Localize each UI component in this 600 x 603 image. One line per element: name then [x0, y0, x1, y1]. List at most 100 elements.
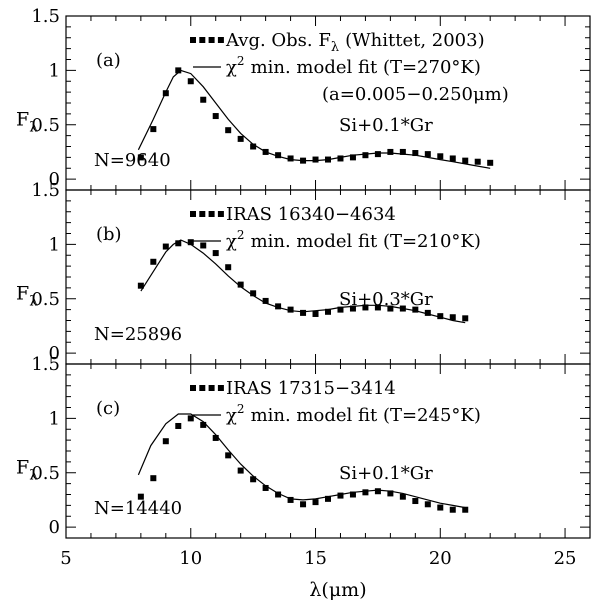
observed-point [399, 148, 406, 155]
observed-point [387, 305, 394, 312]
observed-point [337, 306, 344, 313]
y-tick-label: 0 [49, 343, 60, 364]
observed-point [449, 155, 456, 162]
observed-point [424, 151, 431, 158]
observed-point [412, 150, 419, 157]
y-axis-label-sub: λ [29, 119, 38, 135]
observed-point [137, 282, 144, 289]
observed-point [387, 490, 394, 497]
observed-point [150, 475, 157, 482]
legend-observed-text: Avg. Obs. F [225, 30, 331, 51]
legend-model-chi: χ [226, 57, 237, 78]
observed-point [212, 250, 219, 257]
observed-point [162, 90, 169, 97]
observed-point [175, 67, 182, 74]
observed-point [462, 157, 469, 164]
observed-point [287, 306, 294, 313]
observed-point [349, 491, 356, 498]
observed-point [187, 239, 194, 246]
legend-observed-marker [190, 385, 196, 391]
observed-point [275, 491, 282, 498]
legend-observed-text: IRAS 16340−4634 [226, 204, 396, 225]
observed-point [300, 501, 307, 508]
observed-point [225, 452, 232, 459]
observed-point [412, 306, 419, 313]
panel-label: (b) [96, 224, 122, 245]
observed-point [212, 113, 219, 120]
observed-point [175, 422, 182, 429]
legend-model-label: χ2 min. model fit (T=270°K) [226, 54, 481, 78]
legend-observed-label: IRAS 17315−3414 [226, 378, 396, 399]
x-tick-label: 20 [429, 548, 452, 569]
y-tick-label: 0.5 [31, 463, 60, 484]
sample-count-label: N=25896 [94, 324, 182, 345]
observed-point [262, 297, 269, 304]
observed-point [349, 154, 356, 161]
legend-model-sup: 2 [237, 54, 245, 68]
observed-point [287, 155, 294, 162]
observed-point [137, 493, 144, 500]
observed-point [325, 308, 331, 315]
observed-point [312, 310, 319, 317]
observed-point [387, 148, 394, 155]
legend-observed-marker [199, 37, 206, 43]
legend-observed-label: IRAS 16340−4634 [226, 204, 396, 225]
y-tick-label: 1.5 [31, 354, 60, 375]
composition-label: Si+0.1*Gr [339, 115, 433, 136]
y-axis-label: Fλ [16, 456, 38, 483]
panel-label: (c) [96, 398, 120, 419]
sample-count-label: N=14440 [94, 498, 182, 519]
observed-point [474, 158, 481, 165]
y-axis-label-sub: λ [29, 467, 38, 483]
panel-2: 0 0.5 1 1.5 Fλ IRAS 17315−3414 χ2 min. model fi… [16, 354, 591, 539]
observed-point [250, 143, 257, 150]
observed-point [437, 153, 444, 160]
y-axis-label: Fλ [16, 282, 38, 309]
x-tick-label: 25 [554, 548, 577, 569]
observed-point [300, 157, 307, 164]
x-axis-label-unit: (μm) [321, 579, 366, 601]
x-axis-label: λ(μm) [309, 579, 366, 601]
observed-point [200, 242, 207, 249]
observed-point [325, 156, 331, 163]
observed-point [162, 243, 169, 250]
x-tick-label: 5 [60, 548, 71, 569]
legend-observed-marker [217, 37, 224, 43]
legend-observed-label: Avg. Obs. Fλ (Whittet, 2003) [225, 30, 485, 55]
observed-point [262, 484, 269, 491]
observed-point [175, 240, 182, 247]
legend-model-chi: χ [226, 405, 237, 426]
legend-observed-marker [190, 211, 196, 217]
y-tick-label: 0 [49, 517, 60, 538]
legend-observed-text: IRAS 17315−3414 [226, 378, 396, 399]
observed-point [150, 258, 157, 265]
observed-point [349, 305, 356, 312]
model-fit-line [140, 239, 466, 324]
x-axis-labels: 5 10 15 20 25 [60, 548, 576, 569]
observed-point [312, 156, 319, 163]
legend-model-label: χ2 min. model fit (T=210°K) [226, 228, 481, 252]
y-tick-label: 0 [49, 169, 60, 190]
y-tick-label: 1 [49, 408, 60, 429]
y-tick-label: 0.5 [31, 289, 60, 310]
legend-observed-marker [217, 211, 224, 217]
observed-point [300, 309, 307, 316]
observed-point [337, 492, 344, 499]
panel-1: 0 0.5 1 1.5 Fλ IRAS 16340−4634 χ2 min. model fi… [16, 180, 591, 365]
observed-point [200, 421, 207, 428]
observed-point [162, 438, 169, 445]
composition-label: Si+0.1*Gr [339, 463, 433, 484]
y-tick-label: 1.5 [31, 180, 60, 201]
legend-observed-sub: λ [331, 40, 339, 55]
observed-point [437, 313, 444, 320]
observed-point [449, 506, 456, 513]
legend-model-tail: min. model fit (T=270°K) [251, 57, 481, 78]
observed-point [424, 501, 431, 508]
observed-point [374, 488, 381, 495]
model-fit-line [137, 69, 491, 169]
legend-model-tail: min. model fit (T=245°K) [251, 405, 481, 426]
legend-observed-marker [199, 385, 206, 391]
